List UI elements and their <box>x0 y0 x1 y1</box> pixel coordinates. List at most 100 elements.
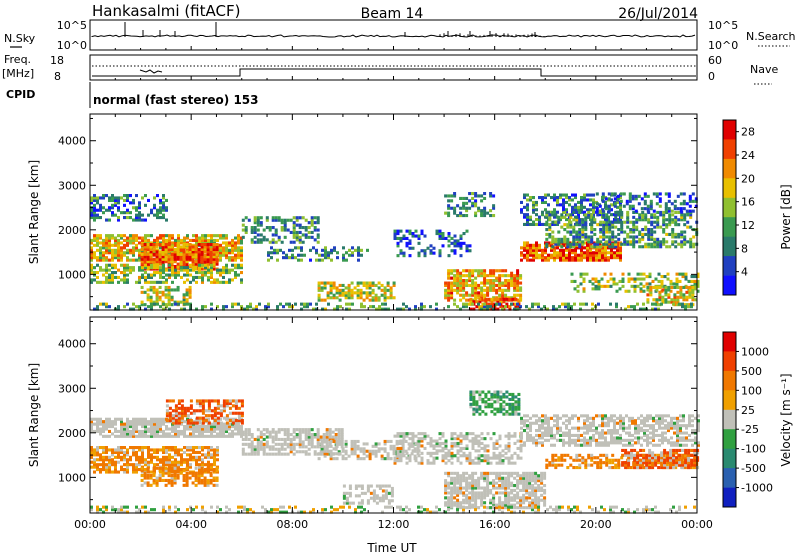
power-cell <box>650 242 654 246</box>
power-cell <box>583 210 586 214</box>
velocity-cell <box>156 434 159 438</box>
power-cell <box>185 300 189 304</box>
velocity-cell <box>138 429 141 433</box>
power-cell <box>159 241 162 245</box>
power-cell <box>117 251 120 255</box>
velocity-cell <box>344 449 348 453</box>
velocity-cell <box>429 444 433 448</box>
velocity-cell <box>186 427 189 431</box>
velocity-cell <box>210 425 213 429</box>
velocity-cell <box>271 447 275 451</box>
power-cell <box>198 236 201 240</box>
power-cell <box>459 276 463 280</box>
velocity-cell <box>93 429 96 433</box>
power-cell <box>359 288 363 292</box>
power-cell <box>619 196 622 200</box>
power-cell <box>653 230 657 234</box>
velocity-cell <box>189 448 192 452</box>
power-cell <box>483 211 487 215</box>
power-cell <box>339 305 342 309</box>
velocity-cell <box>307 428 311 432</box>
power-cell <box>168 238 171 242</box>
velocity-cell <box>335 457 339 461</box>
velocity-cell <box>207 421 211 425</box>
power-cell <box>526 222 529 226</box>
velocity-cell <box>292 442 296 446</box>
power-cell <box>584 218 588 222</box>
power-cell <box>535 253 538 257</box>
power-cell <box>641 245 645 249</box>
velocity-cell <box>241 433 245 437</box>
power-cell <box>690 305 693 309</box>
power-cell <box>520 210 523 214</box>
power-cell <box>578 220 582 224</box>
velocity-cell <box>159 429 162 433</box>
power-cell <box>474 288 478 292</box>
power-cell <box>189 251 192 255</box>
power-cell <box>167 257 171 261</box>
velocity-cell <box>274 447 278 451</box>
power-cell <box>341 288 345 292</box>
velocity-cell <box>259 445 263 449</box>
power-cell <box>96 271 99 275</box>
power-cell <box>563 210 567 214</box>
y-tick-label: 4000 <box>58 135 86 148</box>
power-cell <box>483 302 486 306</box>
velocity-cell <box>286 430 290 434</box>
power-cell <box>444 194 448 198</box>
velocity-cell <box>337 430 341 434</box>
velocity-cell <box>320 442 324 446</box>
power-cell <box>158 243 162 247</box>
power-cell <box>155 243 159 247</box>
power-cell <box>286 218 290 222</box>
power-cell <box>621 279 625 283</box>
velocity-cell <box>204 427 207 431</box>
velocity-cell <box>335 444 339 448</box>
power-cell <box>462 305 465 309</box>
power-cell <box>635 235 639 239</box>
velocity-cell <box>280 445 284 449</box>
velocity-cell <box>195 463 198 467</box>
power-cell <box>565 218 568 222</box>
power-cell <box>595 202 599 206</box>
velocity-cell <box>180 455 183 459</box>
power-cell <box>164 295 168 299</box>
power-cell <box>650 235 654 239</box>
velocity-cell <box>203 478 207 482</box>
power-cell <box>685 202 689 206</box>
velocity-cell <box>99 463 102 467</box>
power-cell <box>291 256 294 260</box>
velocity-cell <box>320 449 324 453</box>
power-cell <box>562 258 565 262</box>
power-cell <box>265 218 269 222</box>
power-cell <box>611 245 615 249</box>
power-cell <box>626 240 630 244</box>
power-cell <box>146 293 150 297</box>
velocity-cell <box>165 414 169 418</box>
power-cell <box>559 193 562 197</box>
velocity-cell <box>99 432 102 436</box>
power-cell <box>459 283 463 287</box>
nsky-trace <box>91 34 696 38</box>
power-cell <box>636 284 640 288</box>
power-cell <box>158 250 162 254</box>
power-cell <box>636 272 640 276</box>
power-cell <box>677 223 681 227</box>
power-cell <box>647 230 651 234</box>
power-cell <box>129 238 132 242</box>
velocity-cell <box>353 447 357 451</box>
power-cell <box>365 286 369 290</box>
power-cell <box>620 242 624 246</box>
velocity-cell <box>183 458 186 462</box>
power-cell <box>362 281 366 285</box>
power-cell <box>292 221 296 225</box>
velocity-cell <box>93 458 96 462</box>
power-cell <box>138 206 141 210</box>
velocity-cell <box>262 442 266 446</box>
power-cell <box>625 199 629 203</box>
power-cell <box>598 258 601 262</box>
power-cell <box>114 198 117 202</box>
velocity-cell <box>344 452 348 456</box>
power-cell <box>583 253 586 257</box>
velocity-cell <box>347 454 351 458</box>
